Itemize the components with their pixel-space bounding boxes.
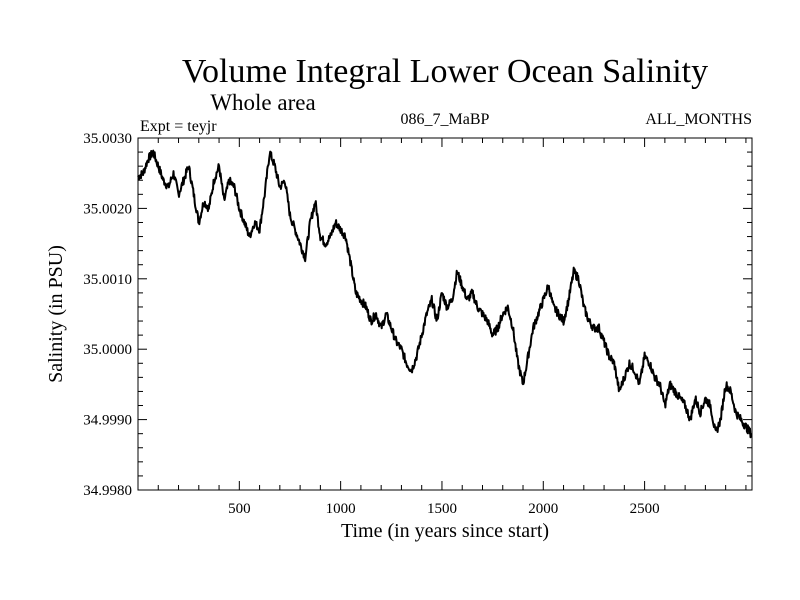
experiment-label: Expt = teyjr bbox=[140, 118, 217, 135]
y-tick-label: 35.0010 bbox=[83, 272, 132, 288]
y-tick-label: 34.9980 bbox=[83, 483, 132, 499]
x-tick-label: 1000 bbox=[326, 501, 356, 517]
run-label: 086_7_MaBP bbox=[401, 111, 490, 128]
y-axis-label: Salinity (in PSU) bbox=[45, 245, 67, 383]
x-tick-label: 500 bbox=[228, 501, 251, 517]
salinity-series-line bbox=[137, 149, 752, 439]
chart-subtitle: Whole area bbox=[210, 90, 315, 115]
plot-frame bbox=[137, 137, 753, 491]
x-tick-label: 2000 bbox=[528, 501, 558, 517]
y-tick-label: 34.9990 bbox=[83, 413, 132, 429]
axis-ticks bbox=[138, 138, 752, 490]
y-tick-label: 35.0020 bbox=[83, 201, 132, 217]
months-label: ALL_MONTHS bbox=[645, 111, 752, 128]
x-tick-label: 2500 bbox=[630, 501, 660, 517]
x-axis-label: Time (in years since start) bbox=[341, 520, 549, 542]
x-tick-labels: 500 1000 1500 2000 2500 bbox=[228, 501, 660, 517]
y-tick-label: 35.0000 bbox=[83, 342, 132, 358]
y-tick-label: 35.0030 bbox=[83, 131, 132, 147]
x-tick-label: 1500 bbox=[427, 501, 457, 517]
y-tick-labels: 34.9980 34.9990 35.0000 35.0010 35.0020 35.00… bbox=[83, 131, 132, 499]
chart-title: Volume Integral Lower Ocean Salinity bbox=[182, 53, 708, 90]
